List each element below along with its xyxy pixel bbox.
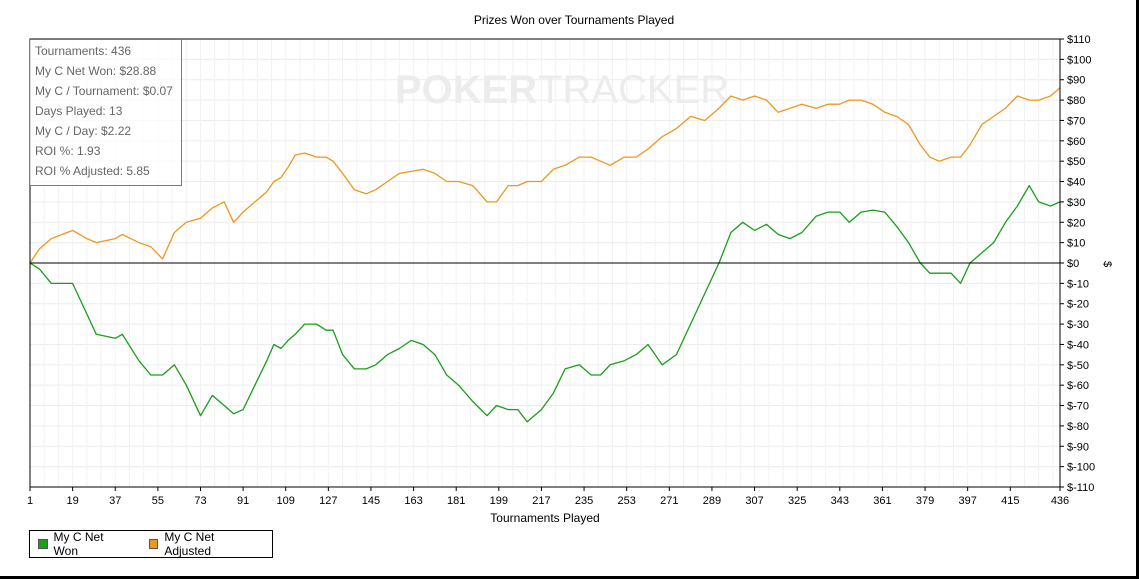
stat-per-tournament: My C / Tournament: $0.07 bbox=[35, 84, 173, 98]
y-tick-label: $-110 bbox=[1067, 482, 1094, 494]
series-line-my-c-net-adjusted bbox=[29, 87, 1061, 264]
stat-roi-adjusted: ROI % Adjusted: 5.85 bbox=[35, 164, 150, 178]
watermark-tracker: TRACKER bbox=[538, 68, 729, 112]
watermark-poker: POKER bbox=[395, 68, 537, 112]
y-tick-label: $40 bbox=[1067, 177, 1085, 189]
y-tick-label: $-70 bbox=[1067, 401, 1089, 413]
legend-item-net-won: My C Net Won bbox=[38, 530, 127, 558]
x-tick-label: 379 bbox=[916, 495, 934, 507]
x-tick-label: 73 bbox=[194, 495, 206, 507]
y-tick-label: $-50 bbox=[1067, 360, 1089, 372]
legend: My C Net Won My C Net Adjusted bbox=[29, 530, 273, 558]
window-border-right bbox=[1136, 0, 1139, 579]
y-tick-label: $-90 bbox=[1067, 441, 1089, 453]
legend-swatch-net-won bbox=[38, 539, 48, 549]
stat-per-day: My C / Day: $2.22 bbox=[35, 124, 132, 138]
x-tick-label: 145 bbox=[362, 495, 380, 507]
y-tick-label: $-20 bbox=[1067, 299, 1089, 311]
y-tick-label: $110 bbox=[1067, 34, 1091, 46]
x-tick-label: 37 bbox=[109, 495, 121, 507]
legend-label-net-adjusted: My C Net Adjusted bbox=[164, 530, 215, 558]
legend-item-net-adjusted: My C Net Adjusted bbox=[148, 530, 258, 558]
x-tick-label: 397 bbox=[958, 495, 976, 507]
pokertracker-watermark: POKER TRACKER bbox=[395, 68, 729, 112]
x-tick-label: 436 bbox=[1051, 495, 1069, 507]
chart-title: Prizes Won over Tournaments Played bbox=[473, 13, 675, 27]
x-tick-label: 109 bbox=[277, 495, 295, 507]
x-tick-label: 307 bbox=[745, 495, 763, 507]
stat-net-won: My C Net Won: $28.88 bbox=[35, 64, 157, 78]
x-tick-label: 325 bbox=[788, 495, 806, 507]
x-tick-label: 19 bbox=[66, 495, 78, 507]
x-tick-label: 181 bbox=[447, 495, 465, 507]
y-axis-title: $ bbox=[1101, 260, 1114, 268]
x-axis-title: Tournaments Played bbox=[490, 511, 600, 525]
y-tick-label: $100 bbox=[1067, 54, 1091, 66]
x-tick-label: 361 bbox=[873, 495, 891, 507]
y-tick-label: $70 bbox=[1067, 115, 1085, 127]
y-tick-label: $-40 bbox=[1067, 339, 1089, 351]
y-tick-label: $10 bbox=[1067, 238, 1085, 250]
x-tick-label: 289 bbox=[703, 495, 721, 507]
y-tick-label: $0 bbox=[1067, 258, 1079, 270]
y-tick-label: $-30 bbox=[1067, 319, 1089, 331]
window-border-bottom bbox=[0, 576, 1139, 579]
stats-box: Tournaments: 436 My C Net Won: $28.88 My… bbox=[29, 39, 182, 186]
stat-days-played: Days Played: 13 bbox=[35, 104, 123, 118]
x-tick-label: 127 bbox=[319, 495, 337, 507]
y-tick-label: $-80 bbox=[1067, 421, 1089, 433]
stat-tournaments: Tournaments: 436 bbox=[35, 44, 132, 58]
x-tick-label: 235 bbox=[575, 495, 593, 507]
y-tick-label: $90 bbox=[1067, 75, 1085, 87]
x-tick-label: 163 bbox=[404, 495, 422, 507]
x-tick-label: 1 bbox=[27, 495, 33, 507]
series-line-my-c-net-won bbox=[29, 184, 1061, 423]
y-tick-label: $60 bbox=[1067, 136, 1085, 148]
y-tick-label: $-10 bbox=[1067, 278, 1089, 290]
y-tick-label: $80 bbox=[1067, 95, 1085, 107]
y-tick-label: $30 bbox=[1067, 197, 1085, 209]
x-tick-label: 217 bbox=[532, 495, 550, 507]
y-tick-label: $-60 bbox=[1067, 380, 1089, 392]
x-tick-label: 271 bbox=[660, 495, 678, 507]
x-tick-label: 415 bbox=[1001, 495, 1019, 507]
legend-swatch-net-adjusted bbox=[148, 539, 159, 549]
x-tick-label: 253 bbox=[618, 495, 636, 507]
legend-label-net-won: My C Net Won bbox=[53, 530, 104, 558]
x-tick-label: 343 bbox=[831, 495, 849, 507]
x-tick-label: 91 bbox=[237, 495, 249, 507]
x-tick-label: 199 bbox=[490, 495, 508, 507]
y-tick-label: $20 bbox=[1067, 217, 1085, 229]
x-tick-label: 55 bbox=[152, 495, 164, 507]
y-tick-label: $50 bbox=[1067, 156, 1085, 168]
y-tick-label: $-100 bbox=[1067, 462, 1095, 474]
stat-roi: ROI %: 1.93 bbox=[35, 144, 101, 158]
